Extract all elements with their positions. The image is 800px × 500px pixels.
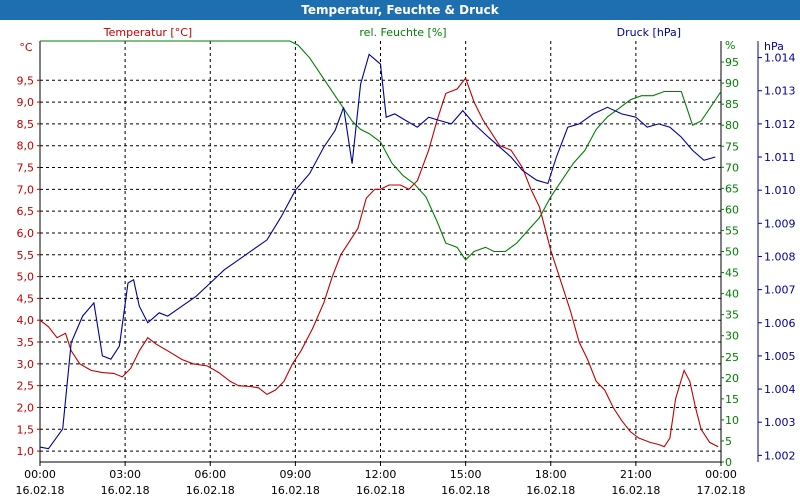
humidity-tick-label: 70 — [725, 161, 739, 174]
humidity-line — [40, 40, 722, 261]
humidity-tick-label: 30 — [725, 330, 739, 343]
humidity-tick-label: 15 — [725, 393, 739, 406]
pressure-tick-label: 1.004 — [764, 383, 796, 396]
pressure-tick-label: 1.009 — [764, 217, 796, 230]
pressure-unit-label: hPa — [764, 40, 784, 53]
temp-tick-label: 1,5 — [17, 423, 35, 436]
legend-humidity: rel. Feuchte [%] — [359, 26, 446, 39]
x-tick-time: 03:00 — [109, 468, 141, 481]
temperature-line — [39, 76, 719, 448]
x-tick-time: 00:00 — [24, 468, 56, 481]
temp-tick-label: 4,0 — [17, 314, 35, 327]
humidity-tick-label: 35 — [725, 309, 739, 322]
chart-window-title: Temperatur, Feuchte & Druck — [0, 0, 800, 20]
temp-unit-label: °C — [19, 41, 33, 54]
pressure-tick-label: 1.011 — [764, 151, 796, 164]
humidity-tick-label: 0 — [725, 456, 732, 469]
temp-tick-label: 1,0 — [17, 445, 35, 458]
humidity-tick-label: 55 — [725, 224, 739, 237]
temp-tick-label: 4,5 — [17, 292, 35, 305]
x-tick-date: 16.02.18 — [526, 484, 575, 497]
humidity-tick-label: 25 — [725, 351, 739, 364]
temp-tick-label: 2,0 — [17, 401, 35, 414]
temp-tick-label: 6,5 — [17, 205, 35, 218]
x-tick-time: 15:00 — [450, 468, 482, 481]
pressure-tick-label: 1.002 — [764, 449, 796, 462]
humidity-tick-label: 80 — [725, 119, 739, 132]
time-axis: 00:00 16.02.18 03:00 16.02.18 06:00 16.02.18 0… — [16, 462, 746, 497]
temp-tick-label: 6,0 — [17, 227, 35, 240]
temp-tick-label: 3,5 — [17, 336, 35, 349]
temp-tick-label: 3,0 — [17, 358, 35, 371]
temp-tick-label: 7,0 — [17, 183, 35, 196]
pressure-tick-label: 1.003 — [764, 416, 796, 429]
x-tick-date: 16.02.18 — [186, 484, 235, 497]
humidity-tick-label: 45 — [725, 267, 739, 280]
temp-tick-label: 8,0 — [17, 140, 35, 153]
pressure-tick-label: 1.013 — [764, 85, 796, 98]
pressure-tick-label: 1.012 — [764, 118, 796, 131]
x-tick-date: 16.02.18 — [16, 484, 65, 497]
humidity-tick-label: 5 — [725, 435, 732, 448]
x-tick-time: 18:00 — [535, 468, 567, 481]
x-tick-date: 16.02.18 — [611, 484, 660, 497]
humidity-tick-label: 60 — [725, 203, 739, 216]
humidity-tick-label: 95 — [725, 56, 739, 69]
pressure-tick-label: 1.007 — [764, 284, 796, 297]
temp-tick-label: 5,5 — [17, 249, 35, 262]
temp-tick-label: 5,0 — [17, 271, 35, 284]
x-tick-time: 09:00 — [280, 468, 312, 481]
temp-tick-label: 9,0 — [17, 96, 35, 109]
temp-tick-label: 2,5 — [17, 380, 35, 393]
x-tick-time: 21:00 — [620, 468, 652, 481]
x-tick-date: 16.02.18 — [441, 484, 490, 497]
pressure-tick-label: 1.006 — [764, 317, 796, 330]
x-tick-date: 16.02.18 — [356, 484, 405, 497]
x-tick-time: 12:00 — [365, 468, 397, 481]
temp-tick-label: 8,5 — [17, 118, 35, 131]
legend-temperature: Temperatur [°C] — [103, 26, 192, 39]
temperature-axis: 1,0 1,5 2,0 2,5 3,0 3,5 4,0 4,5 5,0 5,5 6,0 6,5 7,0 7… — [17, 41, 40, 458]
humidity-tick-label: 50 — [725, 246, 739, 259]
x-tick-date: 17.02.18 — [697, 484, 746, 497]
pressure-tick-label: 1.008 — [764, 250, 796, 263]
humidity-tick-label: 65 — [725, 182, 739, 195]
pressure-tick-label: 1.014 — [764, 52, 796, 65]
legend-pressure: Druck [hPa] — [617, 26, 681, 39]
grid — [40, 41, 721, 462]
pressure-tick-label: 1.010 — [764, 184, 796, 197]
temp-tick-label: 7,5 — [17, 162, 35, 175]
x-tick-date: 16.02.18 — [271, 484, 320, 497]
humidity-unit-label: % — [725, 39, 735, 52]
temp-tick-label: 9,5 — [17, 74, 35, 87]
x-tick-time: 00:00 — [705, 468, 737, 481]
humidity-tick-label: 85 — [725, 98, 739, 111]
humidity-tick-label: 75 — [725, 140, 739, 153]
x-tick-time: 06:00 — [194, 468, 226, 481]
humidity-axis: 0 5 10 15 20 25 30 35 40 45 50 55 60 65 70 75 80 85 90 95% — [721, 39, 739, 469]
humidity-tick-label: 40 — [725, 288, 739, 301]
humidity-tick-label: 20 — [725, 372, 739, 385]
humidity-tick-label: 90 — [725, 77, 739, 90]
series-lines — [39, 40, 722, 450]
pressure-tick-label: 1.005 — [764, 350, 796, 363]
pressure-line — [39, 53, 716, 450]
humidity-tick-label: 10 — [725, 414, 739, 427]
pressure-axis: 1.002 1.003 1.004 1.005 1.006 1.007 1.008 1.009… — [757, 40, 796, 462]
x-tick-date: 16.02.18 — [101, 484, 150, 497]
line-chart: 1,0 1,5 2,0 2,5 3,0 3,5 4,0 4,5 5,0 5,5 6,0 6,5 7,0 7… — [16, 26, 796, 497]
